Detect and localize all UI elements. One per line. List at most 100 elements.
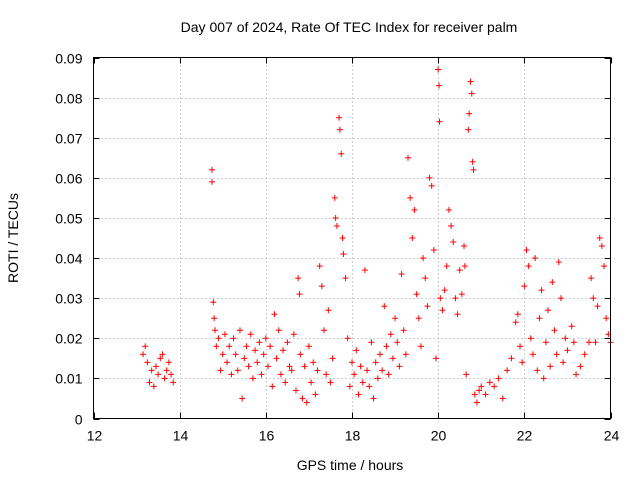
data-point bbox=[329, 355, 336, 362]
data-point bbox=[560, 359, 567, 366]
data-point bbox=[211, 315, 218, 322]
data-point bbox=[219, 351, 226, 358]
data-point bbox=[471, 391, 478, 398]
x-tick-label: 14 bbox=[173, 428, 189, 444]
data-point bbox=[368, 339, 375, 346]
data-point bbox=[217, 367, 224, 374]
y-tick-label: 0.03 bbox=[55, 291, 82, 307]
data-point bbox=[601, 263, 608, 270]
data-point bbox=[551, 327, 558, 334]
data-point bbox=[458, 291, 465, 298]
data-point bbox=[211, 327, 218, 334]
data-point bbox=[573, 371, 580, 378]
data-point bbox=[470, 166, 477, 173]
data-points bbox=[140, 66, 614, 406]
data-point bbox=[532, 255, 539, 262]
data-point bbox=[426, 174, 433, 181]
data-point bbox=[523, 247, 530, 254]
data-point bbox=[482, 391, 489, 398]
data-point bbox=[398, 271, 405, 278]
data-point bbox=[359, 379, 366, 386]
data-point bbox=[260, 351, 267, 358]
data-point bbox=[527, 335, 534, 342]
data-point bbox=[357, 363, 364, 370]
data-point bbox=[436, 82, 443, 89]
data-point bbox=[463, 371, 470, 378]
data-point bbox=[435, 66, 442, 73]
data-point bbox=[236, 327, 243, 334]
data-point bbox=[562, 335, 569, 342]
data-point bbox=[351, 371, 358, 378]
data-point bbox=[280, 347, 287, 354]
data-point bbox=[536, 315, 543, 322]
data-point bbox=[249, 375, 256, 382]
data-point bbox=[232, 351, 239, 358]
data-point bbox=[570, 339, 577, 346]
data-point bbox=[150, 383, 157, 390]
data-point bbox=[424, 303, 431, 310]
data-point bbox=[346, 383, 353, 390]
data-point bbox=[142, 343, 149, 350]
data-point bbox=[140, 351, 147, 358]
x-tick-label: 12 bbox=[87, 428, 103, 444]
data-point bbox=[215, 335, 222, 342]
data-point bbox=[495, 375, 502, 382]
data-point bbox=[529, 351, 536, 358]
data-point bbox=[553, 351, 560, 358]
data-point bbox=[157, 355, 164, 362]
data-point bbox=[400, 327, 407, 334]
data-point bbox=[469, 158, 476, 165]
data-point bbox=[443, 263, 450, 270]
data-point bbox=[467, 78, 474, 85]
data-point bbox=[332, 214, 339, 221]
data-point bbox=[377, 351, 384, 358]
data-point bbox=[323, 371, 330, 378]
data-point bbox=[284, 339, 291, 346]
data-point bbox=[383, 343, 390, 350]
data-point bbox=[148, 367, 155, 374]
data-point bbox=[534, 367, 541, 374]
data-point bbox=[361, 267, 368, 274]
data-point bbox=[439, 307, 446, 314]
data-point bbox=[338, 150, 345, 157]
data-point bbox=[394, 339, 401, 346]
data-point bbox=[340, 251, 347, 258]
data-point bbox=[428, 182, 435, 189]
data-point bbox=[436, 118, 443, 125]
data-point bbox=[292, 387, 299, 394]
data-point bbox=[333, 222, 340, 229]
data-point bbox=[411, 206, 418, 213]
data-point bbox=[379, 367, 386, 374]
data-point bbox=[389, 355, 396, 362]
data-point bbox=[353, 347, 360, 354]
data-point bbox=[303, 399, 310, 406]
data-point bbox=[208, 178, 215, 185]
data-point bbox=[588, 275, 595, 282]
data-point bbox=[592, 339, 599, 346]
data-point bbox=[161, 375, 168, 382]
data-point bbox=[239, 395, 246, 402]
data-point bbox=[224, 359, 231, 366]
y-axis-label: ROTI / TECUs bbox=[5, 193, 21, 283]
data-point bbox=[208, 166, 215, 173]
data-point bbox=[301, 363, 308, 370]
data-point bbox=[465, 126, 472, 133]
data-point bbox=[146, 379, 153, 386]
data-point bbox=[478, 383, 485, 390]
data-point bbox=[168, 371, 175, 378]
data-point bbox=[305, 343, 312, 350]
data-point bbox=[370, 395, 377, 402]
data-point bbox=[594, 303, 601, 310]
data-point bbox=[441, 287, 448, 294]
data-point bbox=[519, 359, 526, 366]
data-point bbox=[603, 315, 610, 322]
data-point bbox=[296, 291, 303, 298]
data-point bbox=[342, 275, 349, 282]
data-point bbox=[310, 359, 317, 366]
data-point bbox=[521, 283, 528, 290]
data-point bbox=[585, 339, 592, 346]
data-point bbox=[422, 275, 429, 282]
data-point bbox=[598, 243, 605, 250]
data-point bbox=[461, 263, 468, 270]
data-point bbox=[241, 355, 248, 362]
